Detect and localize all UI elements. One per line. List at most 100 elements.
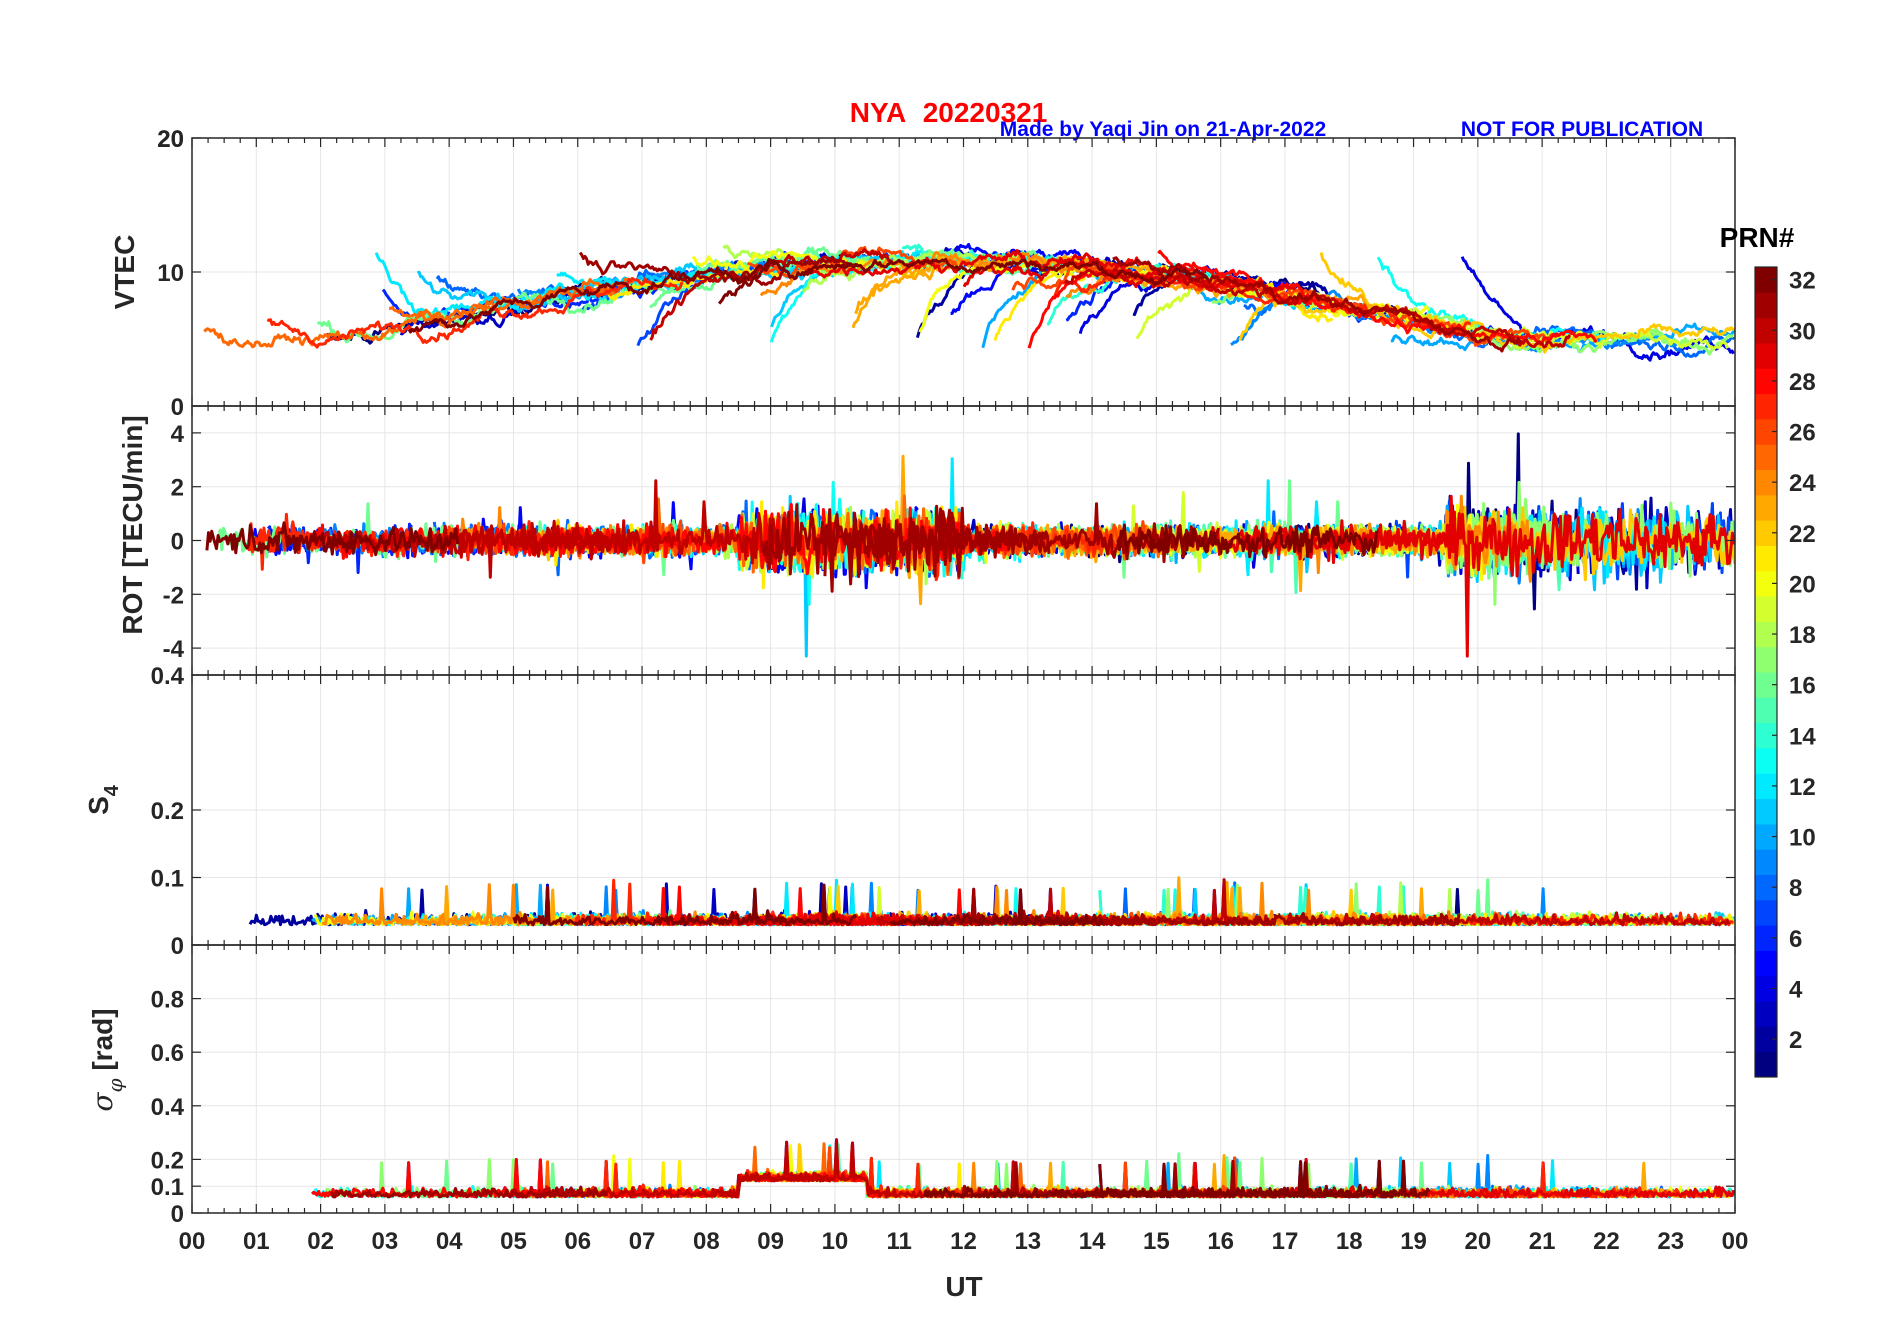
- x-tick-label: 09: [757, 1228, 784, 1255]
- satellite-traces: [203, 242, 1735, 362]
- colorbar-band: [1755, 520, 1777, 546]
- y-tick-label: 20: [157, 126, 184, 153]
- prn-trace: [407, 258, 778, 334]
- y-tick-label: 0.2: [151, 798, 184, 825]
- colorbar-band: [1755, 621, 1777, 648]
- colorbar-band: [1755, 444, 1777, 470]
- colorbar-band: [1755, 1001, 1777, 1027]
- prn-trace: [649, 248, 894, 341]
- colorbar-title: PRN#: [1720, 222, 1795, 253]
- x-tick-label: 08: [693, 1228, 720, 1255]
- colorbar-band: [1755, 368, 1777, 395]
- colorbar-band: [1755, 697, 1777, 724]
- colorbar-band: [1755, 342, 1777, 369]
- x-tick-label: 00: [179, 1228, 206, 1255]
- y-tick-label: 0.1: [151, 866, 184, 893]
- prn-trace: [1116, 523, 1379, 559]
- colorbar-band: [1755, 596, 1777, 622]
- colorbar-tick-label: 30: [1789, 318, 1816, 345]
- colorbar-band: [1755, 292, 1777, 319]
- colorbar-band: [1755, 874, 1777, 901]
- colorbar-band: [1755, 823, 1777, 850]
- colorbar-band: [1755, 1051, 1777, 1078]
- colorbar-band: [1755, 672, 1777, 698]
- colorbar-tick-label: 6: [1789, 926, 1802, 953]
- x-tick-label: 15: [1143, 1228, 1170, 1255]
- y-tick-label: -4: [163, 636, 185, 663]
- x-tick-label: 01: [243, 1228, 270, 1255]
- sigma-ylabel-main: σ: [86, 1092, 119, 1112]
- y-tick-label: -2: [163, 582, 184, 609]
- colorbar-tick-label: 14: [1789, 723, 1816, 750]
- title-date: 20220321: [923, 97, 1048, 128]
- y-tick-label: 2: [171, 475, 184, 502]
- s4-ylabel-main: S: [83, 796, 114, 815]
- colorbar-frame: [1754, 266, 1778, 1078]
- y-tick-label: 0: [171, 933, 184, 960]
- colorbar-tick-label: 10: [1789, 825, 1816, 852]
- y-tick-label: 0.6: [151, 1040, 184, 1067]
- colorbar-band: [1755, 950, 1777, 977]
- colorbar-band: [1755, 469, 1777, 496]
- title-station: NYA: [850, 97, 907, 128]
- s4-ylabel: S4: [83, 784, 123, 815]
- y-tick-label: 0: [171, 1201, 184, 1228]
- prn-trace: [1104, 912, 1461, 927]
- x-tick-label: 03: [372, 1228, 399, 1255]
- prn-trace: [330, 1185, 609, 1199]
- x-tick-label: 14: [1079, 1228, 1106, 1255]
- x-tick-label: 12: [950, 1228, 977, 1255]
- colorbar-band: [1755, 1026, 1777, 1053]
- credit-text: Made by Yaqi Jin on 21-Apr-2022: [1000, 118, 1326, 141]
- x-tick-label: 17: [1272, 1228, 1299, 1255]
- x-tick-label: 11: [887, 1228, 912, 1255]
- colorbar-band: [1755, 773, 1777, 800]
- x-tick-label: 06: [564, 1228, 591, 1255]
- sigma-ylabel-sub: φ: [103, 1078, 127, 1092]
- colorbar-tick-label: 32: [1789, 268, 1816, 295]
- colorbar-tick-label: 24: [1789, 470, 1816, 497]
- y-tick-label: 0: [171, 394, 184, 421]
- prn-trace: [889, 888, 1104, 927]
- colorbar-band: [1755, 899, 1777, 926]
- rot-ylabel: ROT [TECU/min]: [117, 415, 148, 634]
- s4-panel: 0 0.1 0.2 0.4: [151, 663, 1736, 960]
- y-tick-label: 20: [157, 126, 184, 153]
- prn-trace: [578, 251, 859, 286]
- colorbar-tick-label: 8: [1789, 875, 1802, 902]
- x-tick-label: 02: [307, 1228, 334, 1255]
- colorbar-band: [1755, 722, 1777, 749]
- prn-trace: [717, 257, 1209, 305]
- satellite-traces: [311, 1138, 1735, 1199]
- x-tick-label: 10: [822, 1228, 849, 1255]
- x-tick-label: 13: [1014, 1228, 1041, 1255]
- colorbar-tick-label: 18: [1789, 622, 1816, 649]
- y-tick-label: 0.8: [151, 987, 184, 1014]
- x-tick-label: 20: [1464, 1228, 1491, 1255]
- s4-ylabel-sub: 4: [101, 784, 123, 796]
- colorbar-band: [1755, 925, 1777, 951]
- y-tick-label: 4: [171, 421, 185, 448]
- x-tick-label: 07: [629, 1228, 656, 1255]
- x-tick-label: 23: [1657, 1228, 1684, 1255]
- colorbar-band: [1755, 317, 1777, 344]
- y-tick-label: 0: [171, 529, 184, 556]
- colorbar-tick-label: 22: [1789, 521, 1816, 548]
- sigma-ylabel: σφ [rad]: [86, 1008, 127, 1111]
- colorbar-band: [1755, 570, 1777, 597]
- notice-text: NOT FOR PUBLICATION: [1461, 118, 1703, 141]
- colorbar-tick-label: 28: [1789, 369, 1816, 396]
- y-tick-label: 0.4: [151, 663, 185, 690]
- prn-trace: [318, 479, 791, 579]
- sigma-phi-panel: 00.10.2 0.4 0.6 0.8 00 01 02 03 04 05 06 07 08 09 10 11…: [151, 944, 1748, 1255]
- vtec-ylabel: VTEC: [109, 235, 140, 310]
- x-tick-label: 18: [1336, 1228, 1363, 1255]
- sigma-ylabel-unit: [rad]: [87, 1008, 118, 1078]
- x-tick-label: 22: [1593, 1228, 1620, 1255]
- y-tick-label: 0.2: [151, 1147, 184, 1174]
- colorbar-tick-label: 26: [1789, 420, 1816, 447]
- prn-trace: [761, 503, 1051, 593]
